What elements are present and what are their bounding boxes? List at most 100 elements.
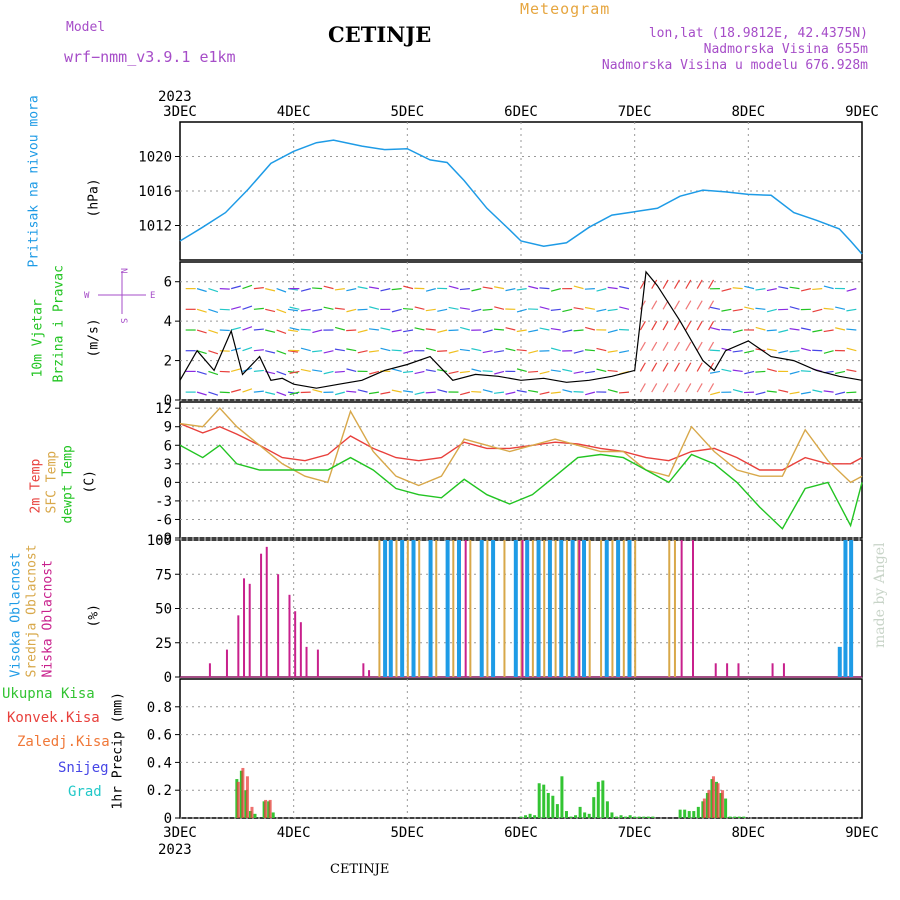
wind-arrow — [312, 369, 323, 373]
wind-arrow — [528, 285, 539, 290]
wind-arrow — [494, 370, 505, 375]
wind-arrow — [460, 326, 471, 331]
wind-arrow — [708, 341, 715, 352]
pressure-line — [179, 139, 863, 255]
precip-bar-0 — [678, 809, 682, 818]
wind-arrow — [391, 329, 402, 333]
precip-bar-0 — [624, 816, 628, 818]
wind-arrow — [721, 308, 732, 312]
wind-arrow — [800, 327, 811, 331]
wind-arrow — [482, 286, 493, 290]
wind-arrow — [562, 308, 573, 313]
cloud-bar-2 — [294, 611, 297, 677]
wind-arrow — [596, 368, 607, 372]
y-tick-label: 50 — [155, 602, 172, 618]
cloud-bar-2 — [288, 594, 291, 677]
wind-arrow — [685, 321, 692, 331]
y-tick-label: 3 — [164, 457, 172, 473]
cloud-bar-2 — [521, 540, 524, 677]
cloud-bar-1 — [395, 540, 398, 677]
wind-arrow — [721, 368, 732, 373]
wind-arrow — [369, 370, 380, 375]
cloud-bar-1 — [531, 540, 534, 677]
y-tick-label: 2 — [164, 354, 172, 370]
wind-arrow — [651, 362, 658, 372]
wind-arrow — [208, 370, 219, 376]
wind-speed-line — [179, 270, 863, 389]
compass-e: E — [150, 291, 155, 301]
wind-arrow — [312, 388, 323, 393]
meteogram-label: Meteogram — [520, 0, 611, 18]
wind-arrow — [673, 341, 680, 352]
time-tick-bottom: 6DEC — [504, 825, 538, 841]
wind-arrow — [607, 286, 618, 290]
wind-arrow — [619, 350, 630, 354]
precip-bar-0 — [583, 812, 587, 818]
wind-arrow — [732, 308, 743, 312]
wind-arrow — [482, 350, 493, 354]
wind-arrow — [403, 370, 414, 374]
precip-bar-0 — [605, 801, 609, 818]
wind-arrow — [696, 279, 703, 289]
wind-arrow — [835, 306, 846, 310]
wind-arrow — [459, 348, 470, 352]
wind-arrow — [253, 349, 264, 352]
wind-arrow — [662, 321, 669, 331]
wind-arrow — [846, 369, 857, 373]
cloud-bar-2 — [362, 663, 365, 677]
precip-bar-0 — [687, 811, 691, 818]
wind-arrow — [755, 326, 766, 331]
cloud-bar-2 — [464, 540, 467, 677]
cloud-bar-1 — [503, 540, 506, 677]
time-tick-bottom: 9DEC — [845, 825, 879, 841]
precip-bar-0 — [574, 815, 578, 818]
time-tick-top: 6DEC — [504, 104, 538, 120]
wind-arrow — [846, 347, 857, 352]
y-tick-label: 0.6 — [147, 728, 172, 744]
wind-arrow — [662, 341, 669, 352]
cloud-bar-1 — [565, 540, 568, 677]
wind-arrow — [414, 391, 425, 396]
cloud-bar-2 — [265, 546, 268, 677]
wind-arrow — [673, 300, 680, 310]
cloud-bar-2 — [316, 649, 319, 677]
wind-arrow — [287, 350, 298, 353]
wind-arrow — [493, 350, 505, 353]
wind-arrow — [696, 341, 703, 352]
precip-bar-1 — [236, 781, 240, 818]
wind-arrow — [253, 390, 264, 393]
model-label: Model — [66, 20, 106, 35]
precip-bar-1 — [268, 799, 272, 818]
wind-arrow — [414, 306, 425, 310]
wind-arrow — [651, 300, 658, 310]
wind-arrow — [823, 329, 834, 333]
wind-arrow — [708, 383, 715, 393]
wind-arrow — [550, 391, 561, 394]
wind-arrow — [528, 389, 539, 393]
wind-arrow — [230, 388, 241, 393]
precip-bar-0 — [651, 816, 655, 818]
y-tick-label: 12 — [155, 401, 172, 417]
wind-arrow — [846, 391, 857, 394]
cloud-bar-0 — [604, 540, 609, 677]
wind-arrow — [528, 350, 539, 354]
wind-arrow — [685, 341, 692, 352]
wind-arrow — [323, 285, 334, 290]
wind-arrow — [789, 306, 800, 310]
wind-arrow — [208, 391, 219, 396]
wind-arrow — [596, 308, 607, 312]
time-tick-bottom: 3DEC — [163, 825, 197, 841]
wind-arrow — [812, 329, 823, 333]
cloud-bar-2 — [248, 583, 251, 677]
wind-arrow — [744, 306, 755, 310]
temp-line-1 — [179, 407, 863, 487]
precip-bar-1 — [711, 776, 715, 818]
precip-bar-0 — [587, 813, 591, 818]
model-name: wrf−nmm_v3.9.1 e1km — [64, 48, 236, 66]
cloud-bar-1 — [543, 540, 546, 677]
wind-arrow — [391, 308, 402, 313]
precip-bar-0 — [737, 816, 741, 818]
precip-bar-1 — [721, 790, 725, 818]
wind-arrow — [380, 391, 391, 395]
cloud-bar-2 — [243, 578, 246, 677]
